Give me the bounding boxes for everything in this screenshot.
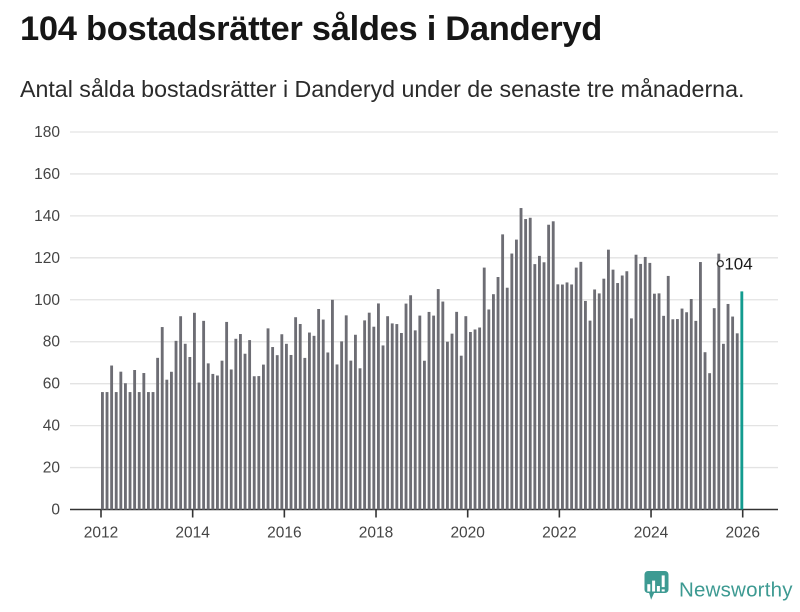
svg-text:2026: 2026 <box>725 525 759 542</box>
svg-text:2016: 2016 <box>267 525 301 542</box>
svg-text:60: 60 <box>43 376 61 393</box>
svg-text:80: 80 <box>43 334 61 351</box>
svg-text:2020: 2020 <box>450 525 485 542</box>
svg-text:104: 104 <box>724 255 752 274</box>
svg-text:Newsworthy: Newsworthy <box>679 579 793 602</box>
svg-text:2012: 2012 <box>84 525 118 542</box>
svg-text:2014: 2014 <box>175 525 210 542</box>
svg-text:20: 20 <box>43 460 61 477</box>
svg-text:2022: 2022 <box>542 525 576 542</box>
svg-text:40: 40 <box>43 418 61 435</box>
svg-text:2024: 2024 <box>634 525 669 542</box>
svg-text:0: 0 <box>51 502 60 519</box>
svg-text:160: 160 <box>34 166 60 183</box>
svg-text:120: 120 <box>34 250 60 267</box>
svg-text:100: 100 <box>34 292 60 309</box>
svg-text:2018: 2018 <box>359 525 393 542</box>
svg-text:140: 140 <box>34 208 60 225</box>
svg-text:180: 180 <box>34 124 60 141</box>
